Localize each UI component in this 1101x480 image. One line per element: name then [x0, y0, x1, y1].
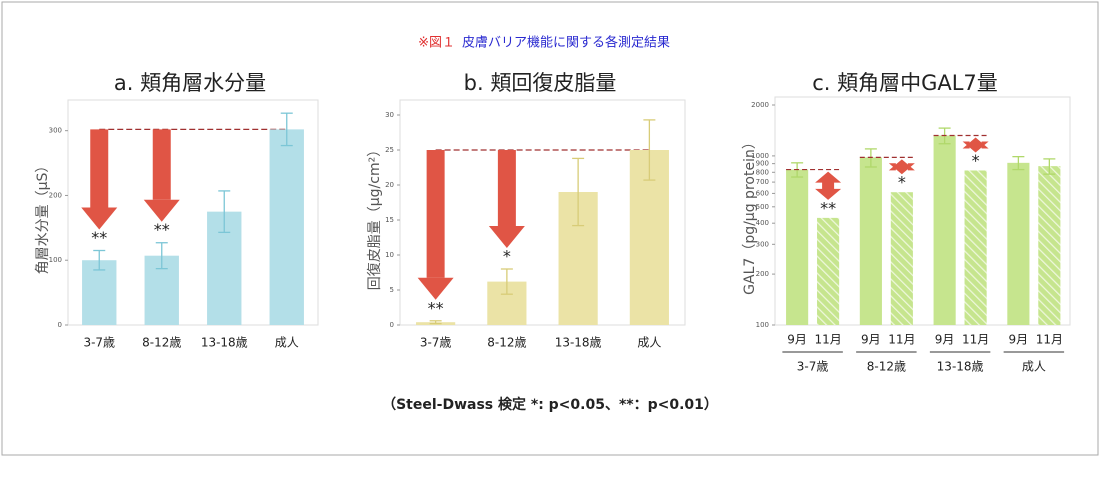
y-tick-label: 30: [385, 111, 394, 119]
y-tick-label: 600: [756, 189, 769, 197]
chart-title: c. 頬角層中GAL7量: [812, 71, 998, 95]
significance: **: [820, 198, 836, 217]
x-tick-label: 9月: [861, 333, 881, 347]
arrow: [90, 129, 109, 208]
y-tick-label: 500: [756, 203, 769, 211]
y-tick-label: 0: [390, 321, 394, 329]
arrow: [152, 129, 171, 200]
bar: [964, 170, 987, 325]
double-arrow: [815, 171, 842, 200]
bar: [817, 217, 840, 325]
significance: *: [503, 247, 511, 266]
y-tick-label: 200: [756, 270, 769, 278]
y-tick-label: 900: [756, 160, 769, 168]
x-tick-label: 8-12歳: [142, 336, 181, 350]
y-axis-label: 回復皮脂量（μg/cm²）: [366, 143, 383, 290]
footnote: （Steel-Dwass 検定 *: p<0.05、**：p<0.01）: [382, 396, 718, 413]
y-tick-label: 700: [756, 178, 769, 186]
bar: [269, 129, 304, 325]
x-tick-label: 成人: [637, 336, 661, 350]
group-label: 8-12歳: [867, 360, 906, 374]
arrow: [497, 150, 516, 226]
plot-area: [774, 96, 1071, 326]
group-label: 13-18歳: [937, 360, 984, 374]
significance: **: [154, 220, 170, 239]
arrow: [143, 199, 180, 222]
figure-title: 皮膚バリア機能に関する各測定結果: [462, 35, 670, 51]
y-tick-label: 0: [58, 321, 62, 329]
group-label: 成人: [1022, 360, 1046, 374]
bar: [1007, 162, 1030, 325]
y-tick-label: 300: [49, 127, 62, 135]
x-tick-label: 11月: [888, 333, 915, 347]
bar: [890, 192, 913, 325]
plot-area: [399, 99, 686, 326]
arrow: [426, 150, 445, 278]
x-tick-label: 11月: [814, 333, 841, 347]
figure-mark: ※図１: [418, 36, 455, 51]
y-tick-label: 400: [756, 219, 769, 227]
x-tick-label: 成人: [275, 336, 299, 350]
y-tick-label: 5: [390, 286, 394, 294]
significance: **: [428, 298, 444, 317]
significance: **: [91, 228, 107, 247]
double-arrow: [962, 137, 989, 153]
arrow: [81, 207, 118, 230]
double-arrow: [888, 159, 915, 175]
x-tick-label: 13-18歳: [555, 336, 602, 350]
group-label: 3-7歳: [797, 360, 829, 374]
y-tick-label: 1000: [751, 152, 769, 160]
x-tick-label: 9月: [787, 333, 807, 347]
chart-title: a. 頬角層水分量: [114, 71, 266, 95]
y-tick-label: 10: [385, 251, 394, 259]
significance: *: [898, 173, 906, 192]
arrow: [488, 226, 525, 248]
plot-area: [67, 99, 319, 326]
x-tick-label: 11月: [962, 333, 989, 347]
x-tick-label: 11月: [1036, 333, 1063, 347]
y-tick-label: 200: [49, 191, 62, 199]
x-tick-label: 13-18歳: [201, 336, 248, 350]
arrow: [417, 277, 454, 300]
bar: [786, 169, 809, 325]
y-axis-label: GAL7（pg/μg protein）: [742, 135, 758, 295]
bar: [1038, 166, 1061, 325]
y-tick-label: 100: [49, 256, 62, 264]
x-tick-label: 3-7歳: [420, 336, 452, 350]
bar: [933, 135, 956, 325]
bar: [82, 260, 117, 325]
x-tick-label: 8-12歳: [487, 336, 526, 350]
y-tick-label: 300: [756, 240, 769, 248]
y-axis-label: 角層水分量（μS）: [35, 159, 51, 275]
bar: [859, 157, 882, 325]
significance: *: [972, 151, 980, 170]
y-tick-label: 15: [385, 216, 394, 224]
y-tick-label: 800: [756, 168, 769, 176]
x-tick-label: 3-7歳: [83, 336, 115, 350]
y-tick-label: 100: [756, 321, 769, 329]
y-tick-label: 20: [385, 181, 394, 189]
y-tick-label: 2000: [751, 101, 769, 109]
chart-title: b. 頬回復皮脂量: [464, 71, 617, 95]
x-tick-label: 9月: [935, 333, 955, 347]
y-tick-label: 25: [385, 146, 394, 154]
x-tick-label: 9月: [1009, 333, 1029, 347]
frame: [1, 1, 1099, 456]
